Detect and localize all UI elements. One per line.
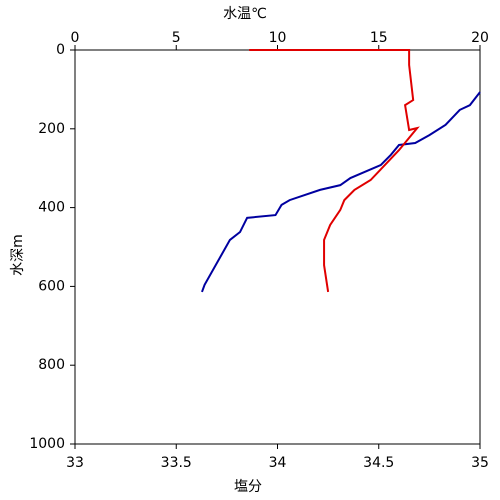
profile-line <box>201 91 481 293</box>
x2-axis-title: 水温℃ <box>223 6 267 22</box>
y-tick-label: 0 <box>56 42 65 58</box>
x2-tick-label: 5 <box>172 30 181 46</box>
x-tick-label: 34 <box>269 455 287 471</box>
y-tick-label: 400 <box>38 200 65 216</box>
x2-tick-label: 10 <box>269 30 287 46</box>
y-tick-label: 1000 <box>29 436 65 452</box>
y-tick-label: 600 <box>38 278 65 294</box>
x2-tick-label: 15 <box>370 30 388 46</box>
y-tick-label: 800 <box>38 357 65 373</box>
x-tick-label: 35 <box>471 455 489 471</box>
x-axis-title: 塩分 <box>234 479 262 495</box>
x-tick-label: 33.5 <box>161 455 192 471</box>
y-tick-label: 200 <box>38 121 65 137</box>
x2-tick-label: 20 <box>471 30 489 46</box>
plot-frame <box>74 49 481 445</box>
x-tick-label: 34.5 <box>363 455 394 471</box>
x-tick-label: 33 <box>66 455 84 471</box>
profile-line <box>249 49 420 293</box>
y-axis-title: 水深m <box>10 234 26 276</box>
x2-tick-label: 0 <box>71 30 80 46</box>
